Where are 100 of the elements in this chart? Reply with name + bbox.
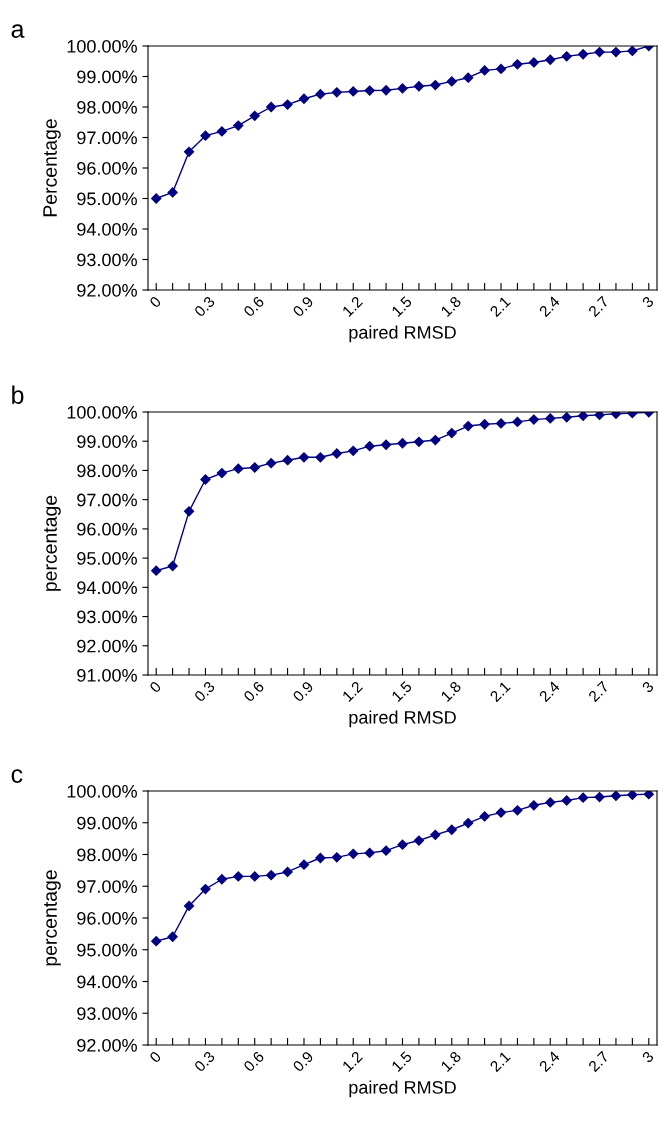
point	[167, 931, 178, 942]
point	[380, 85, 392, 96]
point	[528, 800, 539, 811]
point	[167, 560, 178, 572]
x-tick-label: 0.6	[242, 295, 265, 318]
point	[183, 900, 195, 912]
x-tick-label: 1.2	[341, 1050, 363, 1072]
point	[216, 467, 228, 479]
point	[282, 99, 293, 110]
point	[266, 458, 277, 469]
point	[151, 193, 162, 204]
point	[216, 874, 228, 885]
point	[627, 791, 638, 800]
point	[413, 81, 425, 92]
x-tick-label: 2.7	[587, 680, 610, 703]
point	[266, 101, 277, 113]
y-tick-label: 99.00%	[77, 435, 137, 448]
point	[610, 46, 622, 58]
point	[233, 120, 244, 131]
y-tick-label: 97.00%	[77, 880, 137, 893]
point	[200, 130, 211, 141]
x-tick-label: 2.1	[489, 680, 511, 703]
point	[528, 57, 539, 68]
point	[479, 65, 490, 76]
y-tick-label: 97.00%	[77, 493, 137, 507]
point	[643, 791, 654, 800]
point	[315, 89, 326, 100]
point	[298, 859, 310, 870]
point	[577, 412, 589, 421]
point	[167, 187, 178, 198]
point	[610, 791, 622, 801]
point	[463, 420, 474, 432]
y-tick-label: 95.00%	[77, 943, 137, 957]
point	[364, 85, 375, 96]
x-tick-label: 0.3	[193, 680, 216, 703]
point	[446, 427, 457, 439]
y-tick-label: 98.00%	[77, 848, 137, 862]
x-tick-label: 0	[148, 680, 162, 694]
x-tick-label: 1.2	[341, 295, 363, 317]
point	[298, 93, 310, 104]
y-tick-label: 92.00%	[77, 283, 137, 297]
point	[561, 795, 572, 806]
point	[446, 76, 457, 87]
point	[561, 51, 572, 62]
point	[315, 452, 326, 463]
y-tick-label: 96.00%	[77, 522, 137, 536]
point	[413, 436, 425, 447]
point	[380, 845, 392, 856]
y-tick-label: 93.00%	[77, 253, 137, 267]
point	[577, 792, 589, 803]
y-tick-label: 94.00%	[77, 222, 137, 236]
point	[479, 419, 490, 430]
point	[183, 506, 195, 517]
point	[348, 848, 359, 859]
point	[200, 474, 211, 485]
point	[430, 829, 441, 840]
point	[495, 63, 507, 74]
point	[463, 817, 474, 829]
point	[397, 438, 408, 449]
point	[545, 797, 556, 808]
y-tick-label: 99.00%	[77, 816, 137, 830]
x-tick-label: 1.8	[440, 1050, 462, 1072]
y-tick-label: 93.00%	[77, 610, 137, 624]
x-tick-label: 1.8	[440, 680, 462, 702]
x-tick-label: 1.8	[440, 295, 462, 317]
x-tick-label: 1.5	[391, 1050, 413, 1072]
x-tick-label: 3	[641, 1050, 655, 1064]
point	[545, 54, 556, 65]
point	[380, 439, 392, 450]
y-axis-title: percentage	[44, 870, 61, 966]
x-tick-label: 2.4	[538, 295, 561, 318]
point	[446, 824, 457, 835]
y-tick-label: 98.00%	[77, 100, 137, 114]
point	[512, 805, 523, 816]
y-tick-label: 96.00%	[77, 161, 137, 175]
x-axis-title: paired RMSD	[349, 325, 456, 343]
point	[266, 870, 277, 881]
y-tick-label: 92.00%	[77, 639, 137, 653]
point	[348, 86, 359, 97]
point	[479, 811, 490, 822]
point	[512, 416, 523, 428]
point	[364, 847, 375, 859]
x-tick-label: 0.9	[292, 1050, 314, 1073]
point	[331, 87, 342, 98]
y-tick-label: 91.00%	[77, 668, 137, 682]
x-tick-label: 1.5	[391, 680, 413, 702]
x-axis-title: paired RMSD	[349, 1080, 456, 1098]
point	[151, 936, 162, 947]
point	[183, 146, 195, 157]
point	[413, 835, 425, 846]
point	[282, 866, 293, 878]
x-tick-label: 3	[641, 680, 655, 694]
x-tick-label: 2.7	[587, 295, 610, 318]
x-tick-label: 0.6	[242, 680, 265, 703]
x-tick-label: 2.1	[489, 1050, 511, 1073]
chart-title: c	[11, 769, 23, 783]
y-tick-label: 96.00%	[77, 911, 137, 925]
x-axis-title: paired RMSD	[349, 710, 456, 728]
x-tick-label: 0	[148, 295, 162, 309]
point	[249, 871, 260, 882]
